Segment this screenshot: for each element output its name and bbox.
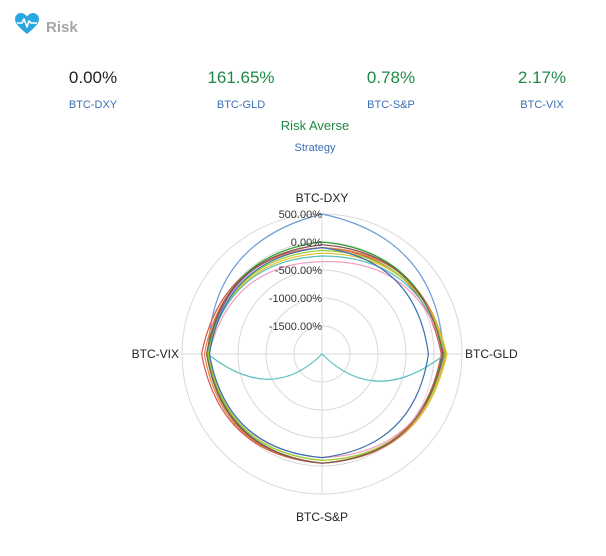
metric-value: 0.00% [68, 68, 118, 87]
metric-btc-vix: 2.17% BTC-VIX [482, 68, 602, 111]
strategy-block: Risk Averse Strategy [0, 118, 606, 154]
risk-header: Risk [14, 12, 78, 36]
radar-tick-label: -1500.00% [269, 321, 322, 333]
radar-axis-label: BTC-DXY [296, 191, 349, 205]
metric-value: 2.17% [517, 68, 567, 87]
metric-btc-dxy: 0.00% BTC-DXY [33, 68, 153, 111]
radar-tick-label: -1000.00% [269, 293, 322, 305]
strategy-label: Strategy [294, 142, 336, 154]
metric-label: BTC-DXY [68, 99, 118, 111]
radar-axis-label: BTC-VIX [132, 347, 179, 361]
radar-axis-label: BTC-GLD [465, 347, 518, 361]
metric-label: BTC-VIX [520, 99, 564, 111]
radar-tick-label: 500.00% [279, 209, 323, 221]
radar-tick-label: -500.00% [275, 265, 322, 277]
metric-btc-gld: 161.65% BTC-GLD [181, 68, 301, 111]
risk-metrics: 0.00% BTC-DXY 161.65% BTC-GLD 0.78% BTC-… [0, 68, 606, 118]
risk-title: Risk [46, 18, 78, 36]
metric-value: 0.78% [366, 68, 416, 87]
radar-series-line [208, 247, 430, 459]
metric-label: BTC-S&P [367, 99, 415, 111]
radar-series-line [205, 244, 444, 464]
radar-axis-label: BTC-S&P [296, 510, 348, 524]
radar-series-line [207, 255, 446, 382]
metric-value: 161.65% [207, 68, 275, 87]
heart-pulse-icon [15, 13, 39, 34]
metric-btc-sp: 0.78% BTC-S&P [331, 68, 451, 111]
radar-tick-label: 0.00% [291, 237, 322, 249]
metric-label: BTC-GLD [216, 99, 266, 111]
strategy-name: Risk Averse [280, 118, 350, 133]
